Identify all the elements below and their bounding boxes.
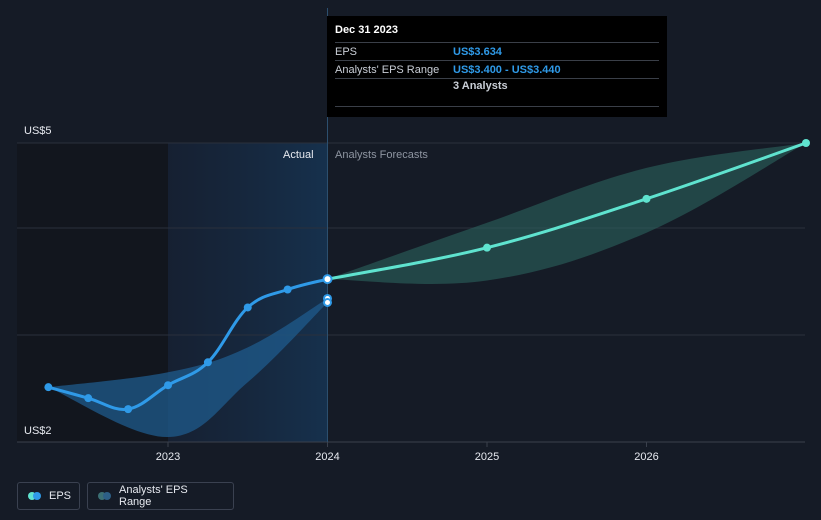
legend-range-button[interactable]: Analysts' EPS Range	[87, 482, 234, 510]
tooltip-analysts-row: 3 Analysts	[335, 78, 659, 107]
tooltip-range-label: Analysts' EPS Range	[335, 63, 440, 76]
range-point	[323, 297, 332, 307]
legend-eps-label: EPS	[49, 490, 72, 502]
eps-actual-point	[164, 381, 172, 390]
eps-forecast-point	[483, 243, 491, 252]
tooltip-date: Dec 31 2023	[335, 24, 398, 36]
actual-label: Actual	[283, 149, 314, 161]
chart-background	[17, 143, 328, 442]
eps-current-point	[322, 274, 333, 285]
y-tick-label: US$5	[24, 125, 52, 137]
eps-forecast-point	[642, 194, 651, 203]
eps-forecast-line	[326, 141, 808, 281]
tooltip-eps-value: US$3.634	[453, 45, 502, 58]
analysts-eps-range	[48, 143, 806, 438]
eps-actual-point	[283, 285, 292, 294]
actual-range-band	[48, 298, 328, 438]
forecast-range-band	[327, 143, 806, 284]
eps-actual-point	[44, 383, 53, 392]
eps-actual-point	[203, 358, 212, 367]
tooltip: Dec 31 2023 EPS US$3.634 Analysts' EPS R…	[327, 16, 667, 117]
x-tick-label: 2024	[315, 451, 339, 463]
eps-points	[44, 139, 810, 414]
eps-lines	[46, 141, 808, 411]
eps-actual-point	[124, 405, 133, 414]
legend-eps-button[interactable]: EPS	[17, 482, 80, 510]
axes: 2023 2024 2025 2026 US$5 US$2	[24, 125, 659, 463]
y-tick-label: US$2	[24, 425, 52, 437]
eps-actual-line	[46, 277, 329, 411]
tooltip-analysts-count: 3 Analysts	[453, 80, 508, 92]
x-tick-label: 2023	[156, 451, 180, 463]
tooltip-range-row: Analysts' EPS Range US$3.400 - US$3.440	[335, 60, 659, 78]
forecast-label: Analysts Forecasts	[335, 149, 428, 161]
range-legend-icon	[98, 492, 111, 500]
legend-range-label: Analysts' EPS Range	[119, 484, 188, 508]
eps-actual-point	[84, 394, 93, 403]
eps-legend-icon	[28, 492, 41, 500]
x-tick-label: 2026	[634, 451, 658, 463]
tooltip-eps-label: EPS	[335, 45, 358, 58]
eps-forecast-point	[802, 139, 810, 147]
x-tick-label: 2025	[475, 451, 499, 463]
eps-actual-point	[243, 303, 252, 312]
tooltip-range-value: US$3.400 - US$3.440	[453, 63, 561, 76]
tooltip-eps-row: EPS US$3.634	[335, 42, 659, 60]
